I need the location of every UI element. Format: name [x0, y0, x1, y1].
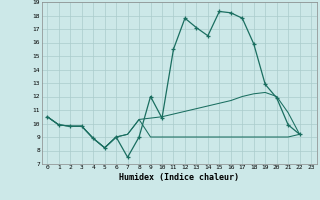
X-axis label: Humidex (Indice chaleur): Humidex (Indice chaleur)	[119, 173, 239, 182]
